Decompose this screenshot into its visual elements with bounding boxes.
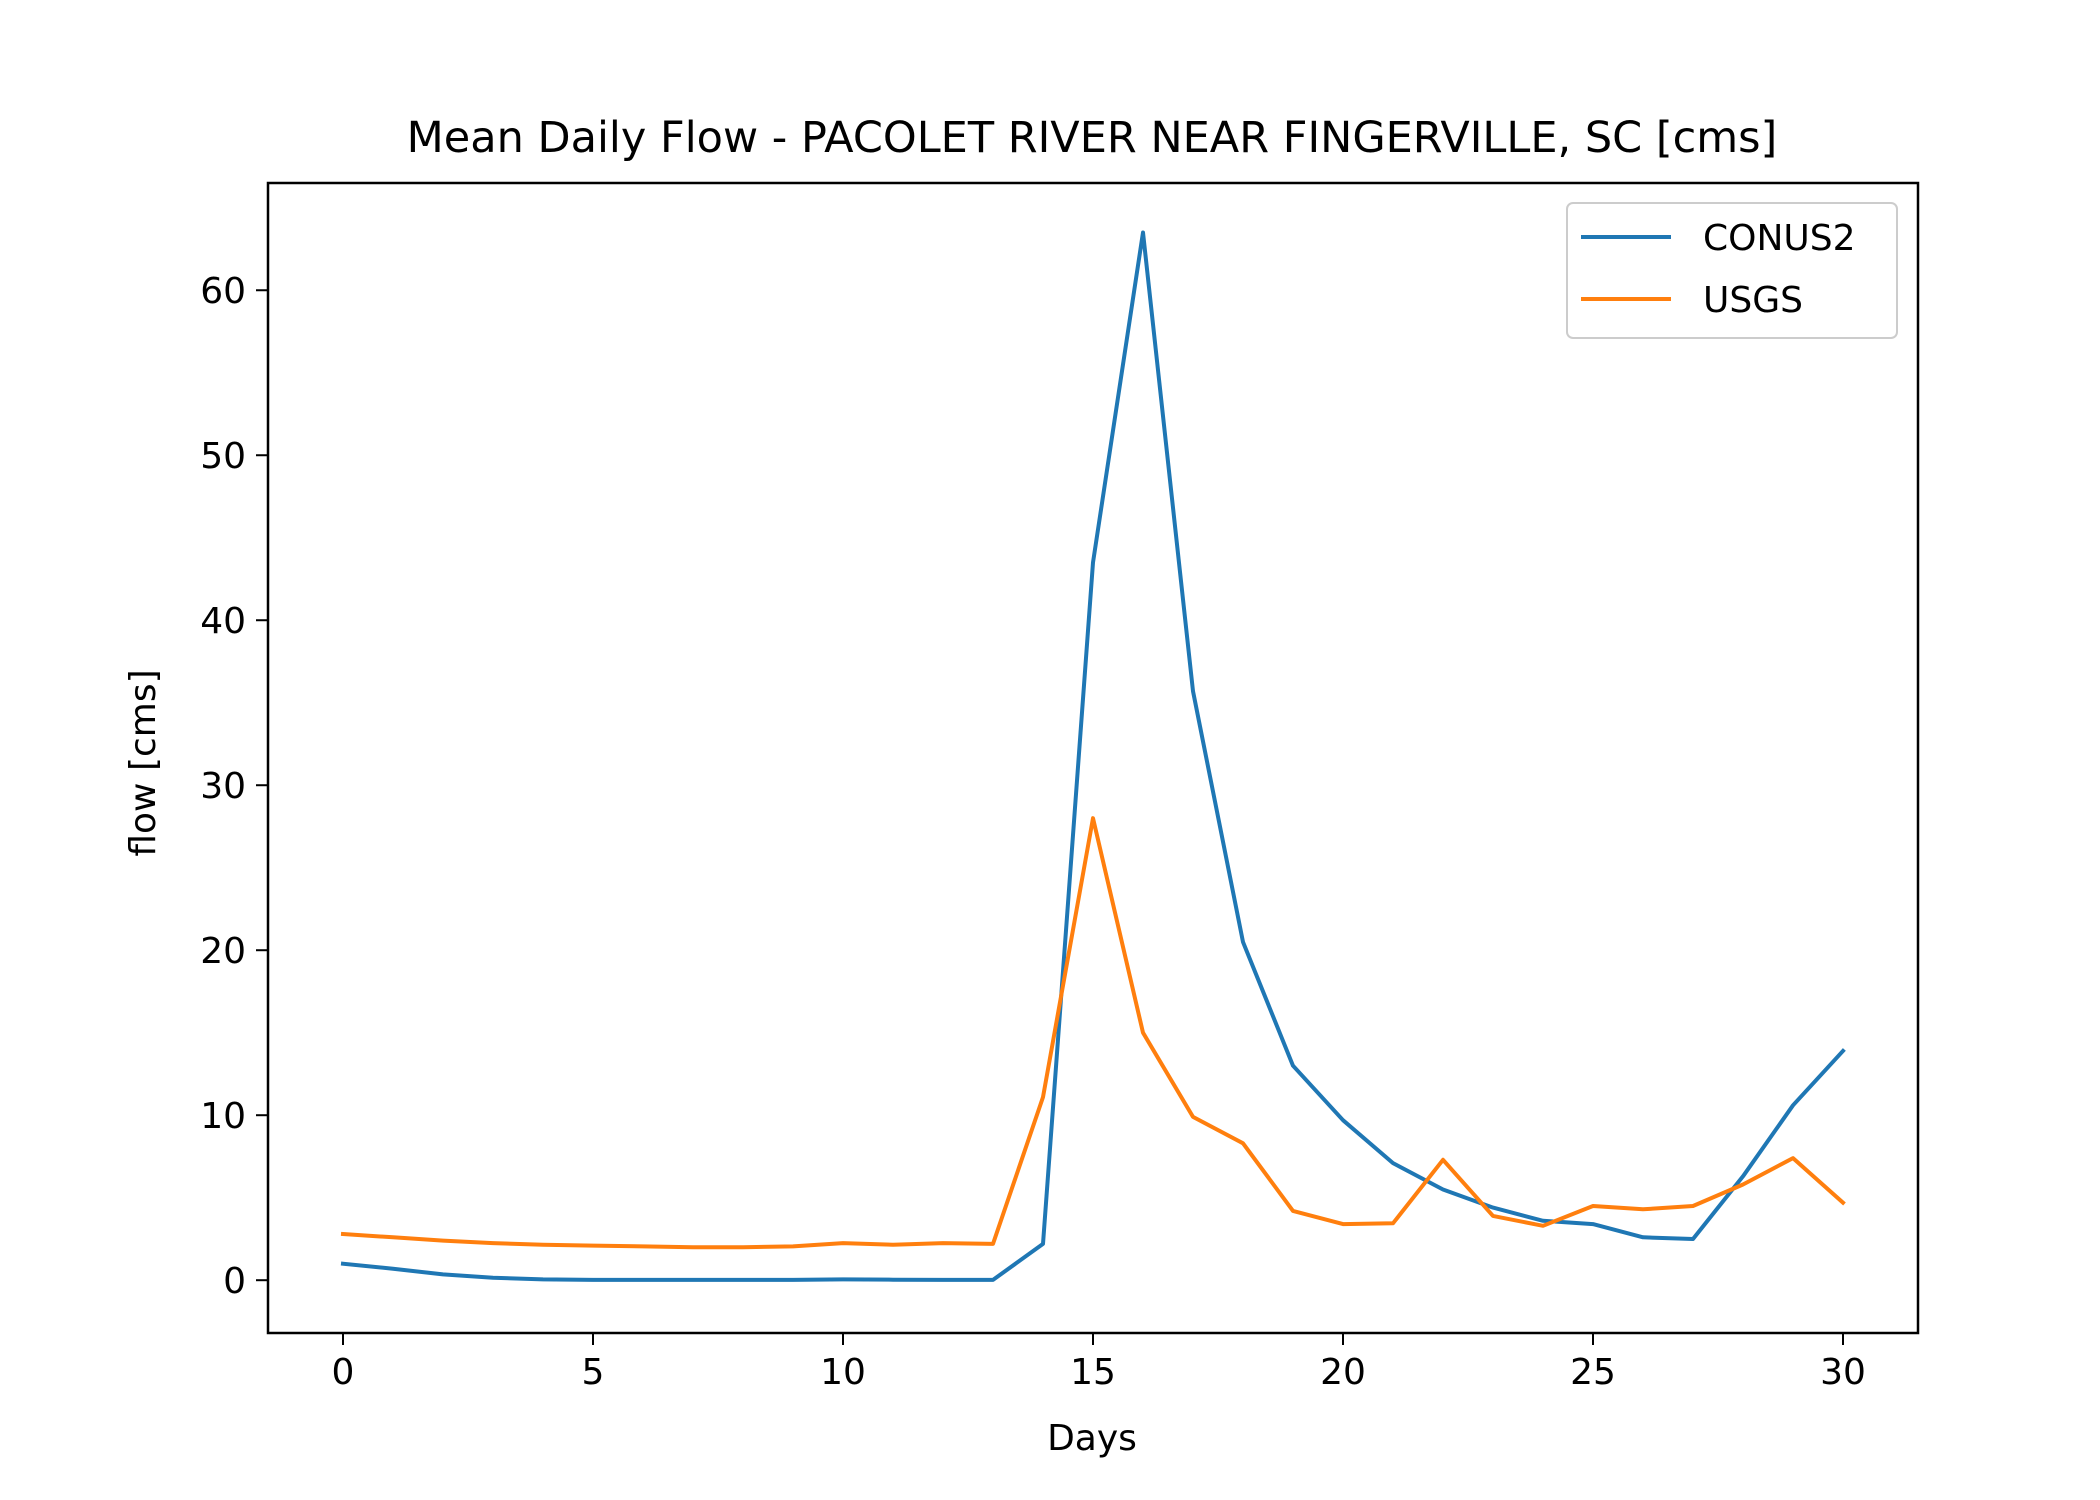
y-tick-label: 10 <box>200 1096 246 1137</box>
y-axis-ticks: 0 10 20 30 40 50 60 <box>200 271 268 1302</box>
x-tick-label: 20 <box>1320 1352 1366 1393</box>
y-tick-label: 50 <box>200 436 246 477</box>
y-tick-label: 30 <box>200 766 246 807</box>
y-tick-label: 60 <box>200 271 246 312</box>
x-tick-label: 15 <box>1070 1352 1116 1393</box>
x-tick-label: 10 <box>820 1352 866 1393</box>
series-line-usgs <box>340 816 1846 1250</box>
series-line-conus2 <box>340 230 1846 1282</box>
y-axis-label: flow [cms] <box>123 669 164 856</box>
legend-label-usgs: USGS <box>1703 280 1803 321</box>
x-tick-label: 30 <box>1820 1352 1866 1393</box>
x-tick-label: 0 <box>332 1352 355 1393</box>
y-tick-label: 0 <box>223 1261 246 1302</box>
legend: CONUS2 USGS <box>1566 202 1898 339</box>
x-axis-label: Days <box>1047 1418 1137 1459</box>
x-tick-label: 5 <box>582 1352 605 1393</box>
x-tick-label: 25 <box>1570 1352 1616 1393</box>
plot-area-frame <box>266 181 1920 1335</box>
x-axis-ticks: 0 5 10 15 20 25 30 <box>332 1333 1866 1393</box>
plot-series <box>340 230 1846 1282</box>
y-tick-label: 20 <box>200 931 246 972</box>
y-tick-label: 40 <box>200 601 246 642</box>
legend-label-conus2: CONUS2 <box>1703 218 1856 259</box>
chart-title: Mean Daily Flow - PACOLET RIVER NEAR FIN… <box>407 113 1778 163</box>
